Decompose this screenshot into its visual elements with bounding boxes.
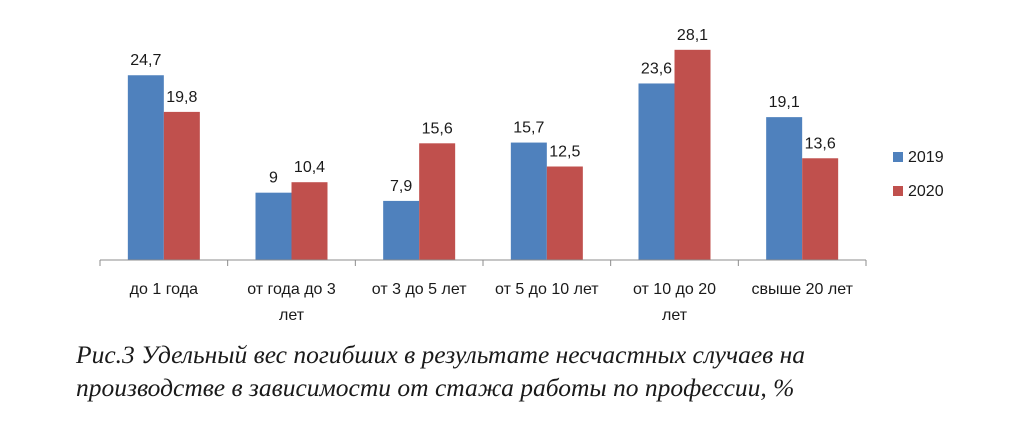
bar-2019-4 [638,83,675,260]
data-label-2020-4: 28,1 [677,27,708,44]
figure-caption: Рис.3 Удельный вес погибших в результате… [76,338,1011,404]
data-label-2019-4: 23,6 [641,60,672,77]
bar-2020-1 [291,182,328,260]
data-labels-layer: 24,7 19,8 9 10,4 7,9 15,6 15,7 12,5 23,6 28,1 19,1… [130,27,836,195]
data-label-2020-5: 13,6 [805,135,836,152]
data-label-2019-2: 7,9 [390,178,412,195]
legend-label-2019: 2019 [908,149,944,166]
bar-2020-5 [802,158,839,260]
x-tick-label-2-0: от 3 до 5 лет [372,281,467,298]
legend-swatch-2020 [893,186,903,196]
data-label-2019-5: 19,1 [769,94,800,111]
data-label-2020-1: 10,4 [294,159,325,176]
x-axis-ticks [99,260,867,266]
legend-swatch-2019 [893,152,903,162]
bar-2019-1 [255,192,292,260]
data-label-2019-3: 15,7 [513,120,544,137]
caption-line-1: Рис.3 Удельный вес погибших в результате… [76,340,806,369]
x-tick-label-0-0: до 1 года [130,281,198,298]
bar-2019-0 [127,75,164,260]
x-axis-tick-labels: до 1 года от года до 3 лет от 3 до 5 лет от … [130,281,854,324]
data-label-2020-3: 12,5 [549,144,580,161]
x-tick-label-1-0: от года до 3 [247,281,336,298]
bar-chart: 24,7 19,8 9 10,4 7,9 15,6 15,7 12,5 23,6 28,1 19,1… [99,27,944,324]
bar-2019-2 [383,200,420,260]
legend: 2019 2020 [893,149,944,200]
x-tick-label-4-1: лет [662,307,688,324]
bar-2020-3 [546,166,583,260]
caption-line-2: производстве в зависимости от стажа рабо… [76,373,795,402]
bar-2020-4 [674,49,711,261]
data-label-2019-0: 24,7 [130,52,161,69]
bar-2019-5 [766,117,803,261]
x-tick-label-4-0: от 10 до 20 [633,281,716,298]
x-tick-label-3-0: от 5 до 10 лет [495,281,599,298]
bars-layer [127,49,839,261]
bar-2020-0 [163,111,200,260]
data-label-2019-1: 9 [269,170,278,187]
x-tick-label-5-0: свыше 20 лет [751,281,853,298]
legend-label-2020: 2020 [908,183,944,200]
bar-2019-3 [510,142,547,260]
x-tick-label-1-1: лет [279,307,305,324]
data-label-2020-0: 19,8 [166,89,197,106]
data-label-2020-2: 15,6 [422,120,453,137]
bar-2020-2 [419,143,456,260]
